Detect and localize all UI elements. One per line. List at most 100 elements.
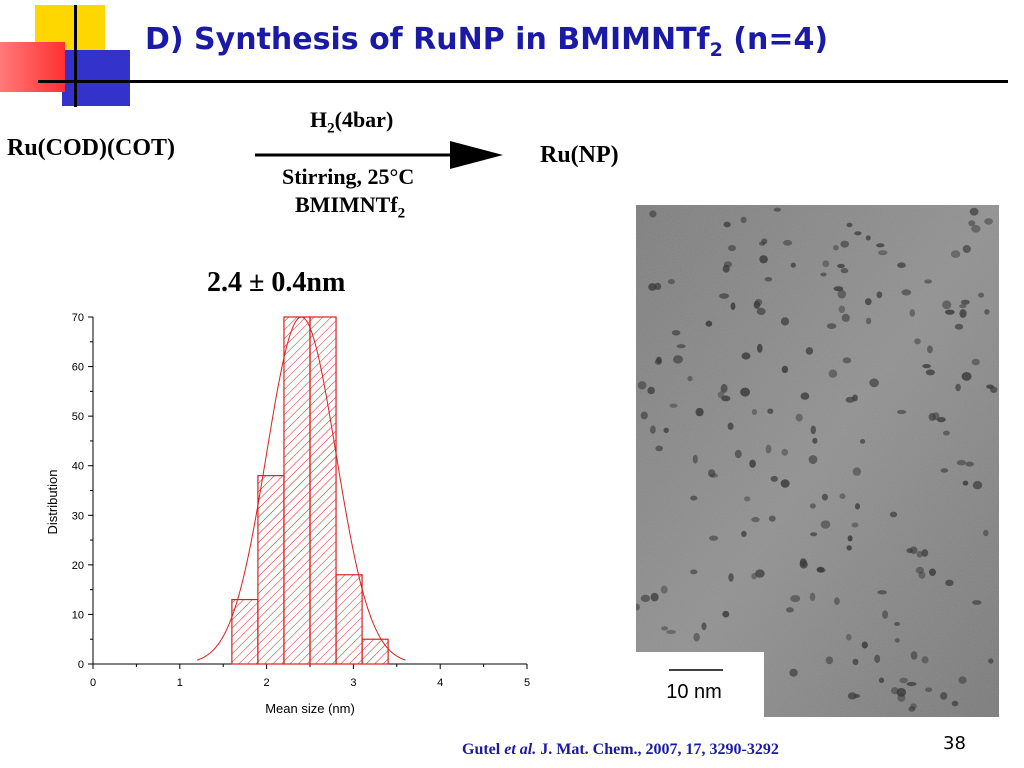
nanoparticle-dot xyxy=(908,706,916,712)
nanoparticle-dot xyxy=(950,250,961,258)
x-tick-label: 3 xyxy=(350,677,356,689)
nanoparticle-dot xyxy=(906,548,913,554)
nanoparticle-dot xyxy=(897,262,906,268)
nanoparticle-dot xyxy=(822,260,830,268)
nanoparticle-dot xyxy=(637,381,647,390)
nanoparticle-dot xyxy=(741,530,747,537)
condition-h-sub: 2 xyxy=(327,120,335,137)
nanoparticle-dot xyxy=(749,459,756,468)
nanoparticle-dot xyxy=(734,449,742,459)
nanoparticle-dot xyxy=(692,454,698,464)
nanoparticle-dot xyxy=(648,283,657,291)
nanoparticle-dot xyxy=(851,522,859,528)
nanoparticle-dot xyxy=(834,597,840,605)
nanoparticle-dot xyxy=(790,262,796,268)
nanoparticle-dot xyxy=(837,289,846,299)
y-tick-label: 30 xyxy=(72,510,84,522)
nanoparticle-dots xyxy=(636,207,998,712)
nanoparticle-dot xyxy=(728,573,734,582)
nanoparticle-dot xyxy=(954,323,964,330)
nanoparticle-dot xyxy=(721,395,731,402)
y-tick-label: 10 xyxy=(72,609,84,621)
nanoparticle-dot xyxy=(800,392,810,400)
x-tick-label: 1 xyxy=(177,677,183,689)
nanoparticle-dot xyxy=(687,375,693,382)
nanoparticle-dot xyxy=(754,298,763,306)
nanoparticle-dot xyxy=(821,493,828,501)
nanoparticle-dot xyxy=(650,592,659,602)
nanoparticle-dot xyxy=(757,343,763,353)
nanoparticle-dot xyxy=(878,250,888,256)
nanoparticle-dot xyxy=(723,221,731,228)
nanoparticle-dot xyxy=(959,304,967,309)
y-tick-label: 0 xyxy=(78,659,84,671)
nanoparticle-dot xyxy=(983,529,989,537)
citation-reference: J. Mat. Chem., 2007, 17, 3290-3292 xyxy=(536,741,779,758)
nanoparticle-dot xyxy=(839,493,846,500)
nanoparticle-dot xyxy=(740,216,747,224)
nanoparticle-dot xyxy=(846,545,852,551)
nanoparticle-dot xyxy=(925,687,933,693)
nanoparticle-dot xyxy=(693,632,700,642)
nanoparticle-dot xyxy=(837,263,845,269)
nanoparticle-dot xyxy=(768,515,776,522)
condition-h: H xyxy=(310,107,328,132)
nanoparticle-dot xyxy=(878,677,885,684)
nanoparticle-dot xyxy=(781,365,789,374)
nanoparticle-dot xyxy=(852,658,859,666)
nanoparticle-dot xyxy=(781,448,789,456)
nanoparticle-dot xyxy=(955,383,961,392)
nanoparticle-dot xyxy=(660,585,668,594)
nanoparticle-dot xyxy=(853,694,861,698)
nanoparticle-dot xyxy=(877,590,887,595)
nanoparticle-dot xyxy=(717,391,725,399)
nanoparticle-dot xyxy=(943,430,950,436)
histogram-bar xyxy=(257,475,285,665)
nanoparticle-dot xyxy=(789,668,798,677)
nanoparticle-dot xyxy=(865,235,871,241)
nanoparticle-dot xyxy=(927,345,933,354)
nanoparticle-dot xyxy=(695,407,704,417)
nanoparticle-dot xyxy=(767,408,774,414)
condition-pressure: (4bar) xyxy=(334,107,394,132)
nanoparticle-dot xyxy=(968,220,976,227)
histogram-bar xyxy=(335,574,363,665)
nanoparticle-dot xyxy=(751,409,757,415)
nanoparticle-dot xyxy=(942,300,952,310)
title-subscript: 2 xyxy=(709,39,723,61)
nanoparticle-dot xyxy=(765,444,772,454)
title-underline xyxy=(38,80,1008,83)
nanoparticle-dot xyxy=(676,344,686,349)
nanoparticle-dot xyxy=(833,245,839,251)
citation-author: Gutel xyxy=(462,741,505,758)
nanoparticle-dot xyxy=(951,700,959,707)
nanoparticle-dot xyxy=(809,503,816,509)
nanoparticle-dot xyxy=(969,207,979,216)
nanoparticle-dot xyxy=(958,676,967,684)
nanoparticle-dot xyxy=(770,475,778,482)
size-distribution-chart: 0 10 20 30 40 50 60 70 0 1 2 3 4 5 Mean size (nm) Dis… xyxy=(45,312,530,716)
nanoparticle-dot xyxy=(925,369,935,376)
product-label: Ru(NP) xyxy=(540,142,619,168)
nanoparticle-dot xyxy=(894,638,900,643)
nanoparticle-dot xyxy=(960,299,970,305)
nanoparticle-dot xyxy=(810,532,818,537)
scale-bar-box xyxy=(636,652,764,717)
nanoparticle-dot xyxy=(894,622,901,626)
nanoparticle-dot xyxy=(722,264,730,273)
nanoparticle-dot xyxy=(922,364,931,369)
nanoparticle-dot xyxy=(805,347,814,355)
nanoparticle-dot xyxy=(971,225,981,233)
arrow-condition-top: H2(4bar) xyxy=(310,107,393,137)
nanoparticle-dot xyxy=(690,495,698,501)
mean-size-label: 2.4 ± 0.4nm xyxy=(207,267,346,298)
nanoparticle-dot xyxy=(755,569,765,578)
nanoparticle-dot xyxy=(649,210,657,218)
nanoparticle-dot xyxy=(956,459,966,466)
nanoparticle-dot xyxy=(882,610,889,619)
nanoparticle-dot xyxy=(722,610,730,618)
title-prefix: D) Synthesis of RuNP in BMIMNTf xyxy=(145,22,710,57)
nanoparticle-dot xyxy=(906,681,917,687)
nanoparticle-dot xyxy=(855,503,860,510)
nanoparticle-dot xyxy=(972,600,982,605)
